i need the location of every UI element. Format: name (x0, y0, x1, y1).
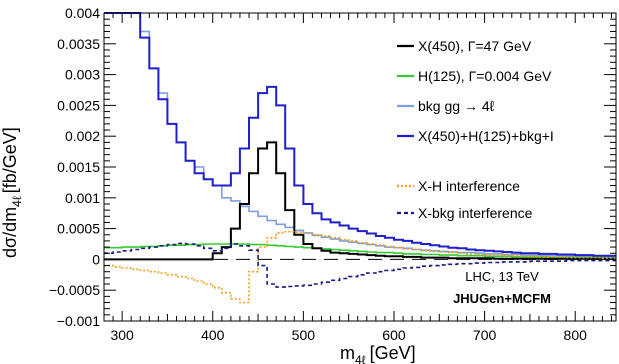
y-axis-title-sub: 4ℓ (10, 196, 24, 207)
y-tick-label: −0.0005 (49, 282, 100, 298)
y-tick-label: 0.0015 (57, 159, 100, 175)
x-tick-label: 400 (201, 327, 225, 343)
series-x-450-h-125-bkg-i (104, 12, 616, 257)
y-tick-label: 0.0035 (57, 36, 100, 52)
plot-frame (103, 12, 617, 322)
y-tick-label: 0.0005 (57, 221, 100, 237)
legend-label-x-450-47-gev: X(450), Γ=47 GeV (418, 38, 532, 54)
x-tick-label: 700 (473, 327, 497, 343)
y-tick-label: 0.002 (65, 128, 100, 144)
y-axis-title-main: dσ/dm (0, 207, 20, 258)
legend-label-bkg-gg-4: bkg gg → 4ℓ (418, 98, 495, 114)
legend-label-x-450-h-125-bkg-i: X(450)+H(125)+bkg+I (418, 128, 554, 144)
x-tick-label: 500 (292, 327, 316, 343)
x-axis-title-main: m (340, 343, 355, 363)
y-tick-label: 0.001 (65, 190, 100, 206)
legend: X(450), Γ=47 GeV H(125), Γ=0.004 GeV bkg g… (397, 38, 554, 221)
chart-curves (104, 12, 616, 304)
annotation-lhc: LHC, 13 TeV (465, 269, 539, 284)
series-x-bkg-interference (104, 242, 616, 288)
annotation-generator: JHUGen+MCFM (453, 291, 551, 306)
y-tick-label: 0.0025 (57, 97, 100, 113)
x-axis-title-sub: 4ℓ (355, 353, 366, 364)
x-tick-label: 600 (382, 327, 406, 343)
y-tick-label: 0 (92, 251, 100, 267)
x-tick-label: 800 (564, 327, 588, 343)
legend-label-x-h-interference: X-H interference (418, 178, 520, 194)
axis-ticks: 300 400 500 600 700 800 −0.001 −0.0005 0 0.0005 0.… (49, 5, 616, 343)
series-x-h-interference (104, 230, 616, 304)
y-axis-title-unit: [fb/GeV] (0, 127, 20, 193)
y-tick-label: 0.004 (65, 5, 100, 21)
legend-label-x-bkg-interference: X-bkg interference (418, 205, 533, 221)
y-axis-title: dσ/dm4ℓ [fb/GeV] (0, 127, 24, 258)
series-x-450-47-gev (104, 141, 616, 261)
legend-label-h-125-0-004-gev: H(125), Γ=0.004 GeV (418, 68, 552, 84)
y-tick-label: 0.003 (65, 67, 100, 83)
y-tick-label: −0.001 (57, 313, 100, 329)
x-tick-label: 300 (110, 327, 134, 343)
x-axis-title-unit: [GeV] (370, 343, 416, 363)
series-h-125-0-004-gev (104, 243, 616, 259)
x-axis-title: m4ℓ [GeV] (340, 343, 416, 364)
